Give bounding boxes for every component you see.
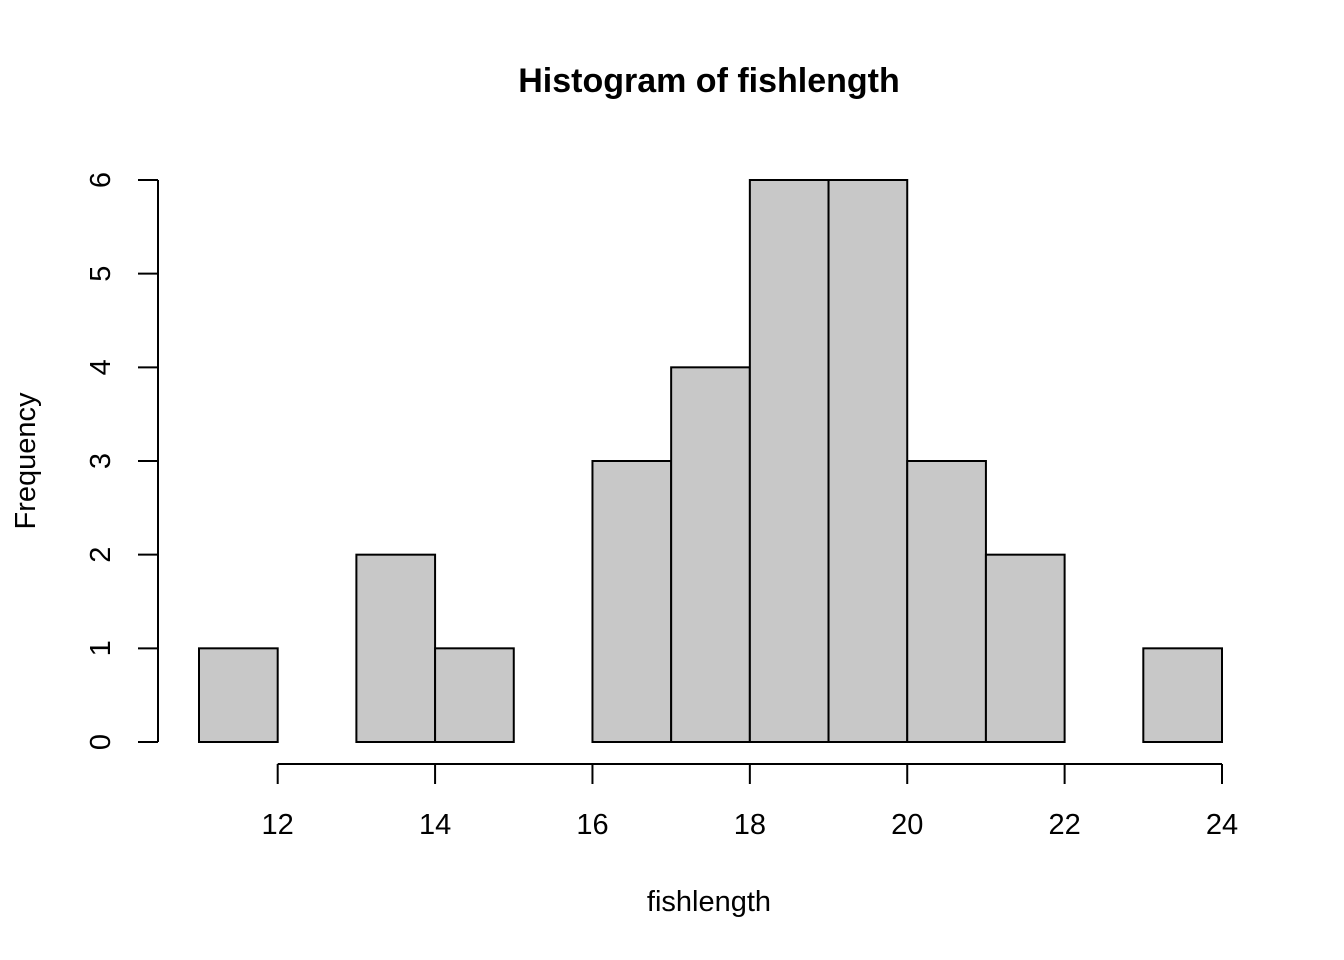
x-tick-label: 16 — [576, 809, 608, 841]
y-tick-label: 2 — [85, 547, 117, 563]
histogram-bar — [434, 647, 515, 743]
histogram-bar — [670, 366, 751, 743]
y-tick-label: 3 — [85, 453, 117, 469]
y-axis-label: Frequency — [10, 392, 42, 530]
histogram-bar — [591, 460, 673, 743]
y-tick-label: 4 — [85, 359, 117, 375]
x-tick-label: 12 — [262, 809, 294, 841]
x-tick-label: 24 — [1206, 809, 1238, 841]
y-tick-label: 5 — [85, 266, 117, 282]
y-tick-label: 0 — [85, 734, 117, 750]
histogram-bar — [1142, 647, 1224, 743]
bars-group — [198, 179, 1224, 744]
histogram-bar — [198, 647, 279, 743]
x-tick-label: 22 — [1048, 809, 1080, 841]
x-axis-label: fishlength — [647, 886, 771, 918]
histogram-bar — [748, 179, 830, 743]
x-tick-label: 20 — [891, 809, 923, 841]
histogram-bar — [355, 553, 437, 744]
histogram-bar — [906, 460, 987, 743]
x-axis: 12 14 16 18 20 22 24 — [262, 763, 1238, 841]
chart-title: Histogram of fishlength — [518, 62, 900, 100]
y-axis: 0 1 2 3 4 5 6 — [85, 172, 159, 750]
y-tick-label: 6 — [85, 172, 117, 188]
histogram-bar — [984, 553, 1066, 744]
histogram-bar — [827, 179, 909, 743]
x-tick-label: 14 — [419, 809, 451, 841]
x-tick-label: 18 — [734, 809, 766, 841]
y-tick-label: 1 — [85, 640, 117, 656]
